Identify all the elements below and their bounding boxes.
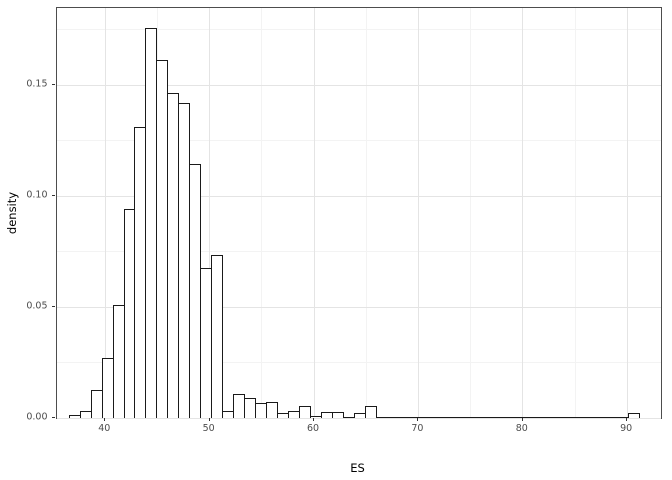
gridline-minor-y — [56, 251, 661, 252]
histogram-bar — [627, 413, 640, 418]
gridline-major-x — [417, 8, 419, 418]
y-tick-mark — [51, 84, 55, 86]
histogram-bar — [266, 402, 278, 418]
x-tick-mark — [417, 418, 419, 421]
gridline-major-x — [209, 8, 211, 418]
histogram-bar — [331, 412, 344, 418]
y-tick-label: 0.05 — [26, 300, 48, 312]
gridline-major-y — [56, 417, 661, 419]
plot-panel — [55, 7, 662, 419]
gridline-minor-x — [365, 8, 367, 418]
gridline-major-y — [56, 84, 661, 86]
y-tick-label: 0.10 — [26, 189, 48, 201]
x-tick-label: 90 — [620, 423, 633, 434]
x-tick-label: 60 — [306, 423, 320, 434]
y-tick-mark — [51, 306, 55, 307]
y-tick-label: 0.15 — [26, 78, 48, 90]
gridline-major-x — [522, 8, 524, 418]
gridline-minor-y — [56, 140, 661, 142]
x-tick-mark — [208, 418, 210, 421]
gridline-major-x — [313, 8, 315, 418]
x-tick-mark — [313, 418, 315, 421]
gridline-major-y — [56, 306, 661, 308]
gridline-major-x — [626, 8, 628, 418]
histogram-bar — [211, 254, 224, 418]
y-tick-label: 0.00 — [26, 411, 48, 423]
x-tick-mark — [104, 418, 106, 421]
gridline-minor-y — [56, 29, 661, 31]
y-tick-mark — [51, 417, 55, 418]
gridline-minor-x — [261, 8, 263, 418]
x-axis-title: ES — [350, 461, 365, 475]
x-tick-mark — [521, 418, 523, 421]
gridline-minor-x — [470, 8, 472, 418]
y-axis-title: density — [5, 191, 19, 235]
x-tick-mark — [626, 418, 628, 421]
x-tick-label: 80 — [515, 423, 528, 434]
gridline-minor-y — [56, 362, 661, 363]
x-tick-label: 40 — [98, 423, 111, 434]
y-tick-mark — [51, 195, 55, 197]
histogram-bar — [364, 406, 377, 418]
histogram-bar — [298, 405, 311, 418]
gridline-major-x — [104, 8, 106, 418]
x-tick-label: 70 — [411, 423, 424, 434]
gridline-minor-x — [574, 8, 576, 418]
x-tick-label: 50 — [202, 423, 215, 434]
gridline-major-y — [56, 195, 661, 197]
